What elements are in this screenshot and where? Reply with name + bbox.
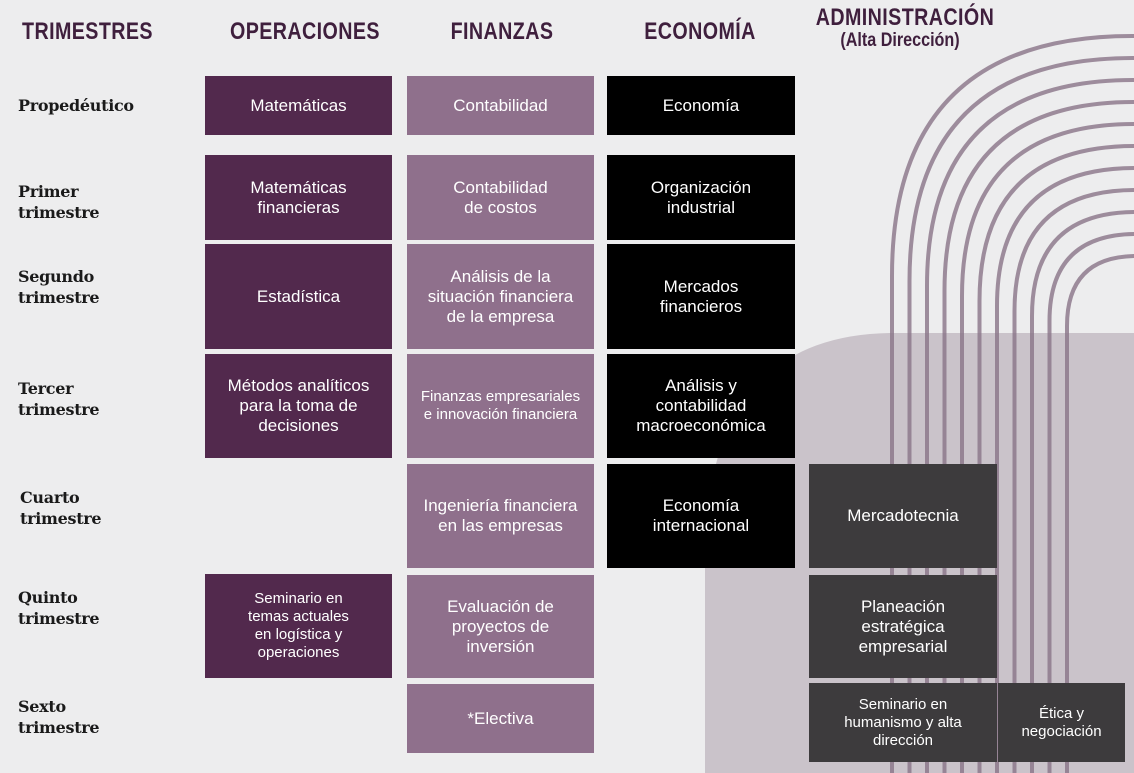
course-cell: Análisis de la situación financiera de l… [407,244,594,349]
course-cell: Ingeniería financiera en las empresas [407,464,594,568]
header-finanzas: FINANZAS [450,18,554,45]
course-cell: Mercadotecnia [809,464,997,568]
row-label: Cuarto trimestre [20,488,102,528]
decorative-arc [925,78,1134,773]
course-cell: Economía internacional [607,464,795,568]
decorative-arc [890,34,1134,773]
decorative-arc [1030,210,1134,773]
course-cell: Evaluación de proyectos de inversión [407,575,594,678]
header-trimestres: TRIMESTRES [22,18,153,45]
course-cell: Ética y negociación [998,683,1125,762]
course-cell: Estadística [205,244,392,349]
course-cell: Mercados financieros [607,244,795,349]
header-economia: ECONOMÍA [644,18,756,45]
decorative-arc [942,100,1134,773]
course-cell: Contabilidad de costos [407,155,594,240]
course-cell: Métodos analíticos para la toma de decis… [205,354,392,458]
course-cell: Economía [607,76,795,135]
header-operaciones: OPERACIONES [230,18,380,45]
course-cell: Planeación estratégica empresarial [809,575,997,678]
course-cell: Seminario en humanismo y alta dirección [809,683,997,762]
course-cell: Matemáticas [205,76,392,135]
course-cell: Contabilidad [407,76,594,135]
decorative-arc [995,166,1134,773]
row-label: Propedéutico [18,96,134,115]
course-cell: *Electiva [407,684,594,753]
row-label: Primer trimestre [18,182,100,222]
decorative-arc [1047,232,1134,773]
header-administracion-sub: (Alta Dirección) [840,30,960,51]
course-cell: Organización industrial [607,155,795,240]
decorative-arc [907,56,1134,773]
row-label: Quinto trimestre [18,588,100,628]
header-administracion: ADMINISTRACIÓN [815,4,995,31]
course-cell: Seminario en temas actuales en logística… [205,574,392,678]
course-cell: Finanzas empresariales e innovación fina… [407,354,594,458]
decorative-arc [1065,254,1134,773]
course-cell: Matemáticas financieras [205,155,392,240]
decorative-arc [1012,188,1134,773]
course-cell: Análisis y contabilidad macroeconómica [607,354,795,458]
row-label: Segundo trimestre [18,267,100,307]
decorative-arc [960,122,1134,773]
row-label: Tercer trimestre [18,379,100,419]
row-label: Sexto trimestre [18,697,100,737]
decorative-arc [977,144,1134,773]
